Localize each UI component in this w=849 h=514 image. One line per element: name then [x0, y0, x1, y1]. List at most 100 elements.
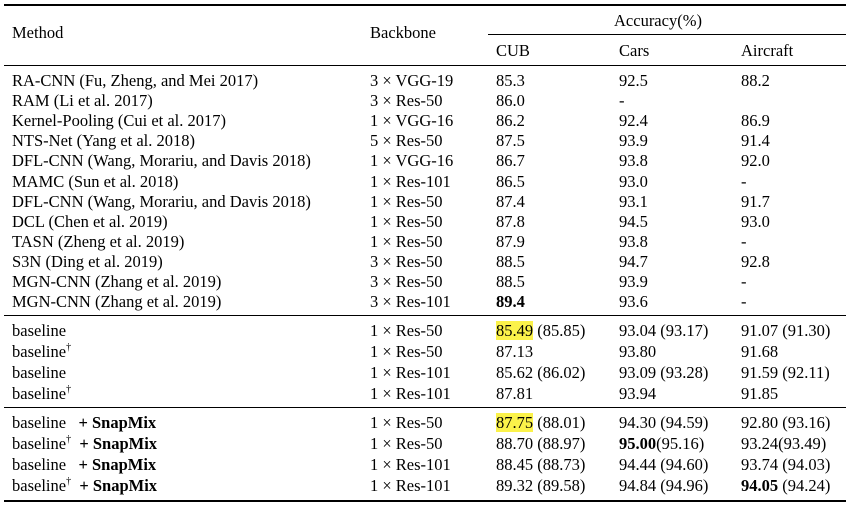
table-row-backbone: 1 × Res-101 — [370, 363, 451, 382]
table-row-backbone: 3 × Res-101 — [370, 292, 451, 311]
table-row-method: S3N (Ding et al. 2019) — [12, 252, 163, 271]
table-row-aircraft: - — [741, 232, 747, 251]
top-rule — [4, 4, 846, 6]
table-row-cub: 85.49 (85.85) — [496, 321, 586, 340]
table-row-cars: 94.44 (94.60) — [619, 455, 709, 474]
accuracy-underline — [488, 34, 846, 35]
table-row-aircraft: 86.9 — [741, 111, 770, 130]
table-row-cub: 85.62 (86.02) — [496, 363, 586, 382]
table-row-backbone: 1 × Res-50 — [370, 342, 443, 361]
bottom-rule — [4, 500, 846, 502]
table-row-aircraft: 92.8 — [741, 252, 770, 271]
table-row-cars: 93.1 — [619, 192, 648, 211]
table-row-backbone: 1 × VGG-16 — [370, 151, 454, 170]
table-row-aircraft: 92.80 (93.16) — [741, 413, 831, 432]
table-row-cub: 87.5 — [496, 131, 525, 150]
table-row-backbone: 1 × Res-50 — [370, 192, 443, 211]
table-row-backbone: 5 × Res-50 — [370, 131, 443, 150]
table-row-cars: 94.30 (94.59) — [619, 413, 709, 432]
header-rule — [4, 65, 846, 66]
table-row-method: MAMC (Sun et al. 2018) — [12, 172, 179, 191]
table-row-backbone: 1 × Res-50 — [370, 321, 443, 340]
table-row-cub: 88.45 (88.73) — [496, 455, 586, 474]
table-row-backbone: 1 × Res-101 — [370, 384, 451, 403]
table-row-cars: 93.04 (93.17) — [619, 321, 709, 340]
table-row-method: Kernel-Pooling (Cui et al. 2017) — [12, 111, 227, 130]
table-row-method: TASN (Zheng et al. 2019) — [12, 232, 185, 251]
table-row-aircraft: 93.0 — [741, 212, 770, 231]
table-row-cub: 88.5 — [496, 252, 525, 271]
table-row-aircraft: 94.05 (94.24) — [741, 476, 831, 495]
table-row-method: baseline + SnapMix — [12, 413, 157, 432]
table-row-cub: 88.70 (88.97) — [496, 434, 586, 453]
table-row-backbone: 1 × Res-101 — [370, 172, 451, 191]
table-row-backbone: 3 × Res-50 — [370, 252, 443, 271]
table-row-method: DCL (Chen et al. 2019) — [12, 212, 168, 231]
table-row-method: baseline — [12, 321, 67, 340]
table-row-cars: 93.6 — [619, 292, 648, 311]
table-row-method: DFL-CNN (Wang, Morariu, and Davis 2018) — [12, 151, 311, 170]
table-row-method: MGN-CNN (Zhang et al. 2019) — [12, 272, 222, 291]
table-row-cars: 93.0 — [619, 172, 648, 191]
table-row-cub: 87.13 — [496, 342, 534, 361]
table-row-aircraft: 91.7 — [741, 192, 770, 211]
table-row-cars: 93.8 — [619, 232, 648, 251]
table-row-cub: 86.7 — [496, 151, 525, 170]
table-row-aircraft: 91.85 — [741, 384, 779, 403]
table-row-cars: 95.00(95.16) — [619, 434, 705, 453]
table-row-cub: 86.5 — [496, 172, 525, 191]
table-row-aircraft: 91.68 — [741, 342, 779, 361]
table-row-aircraft: - — [741, 172, 747, 191]
table-row-backbone: 3 × VGG-19 — [370, 71, 454, 90]
table-row-method: DFL-CNN (Wang, Morariu, and Davis 2018) — [12, 192, 311, 211]
header-backbone: Backbone — [370, 23, 436, 42]
table-row-cars: 94.84 (94.96) — [619, 476, 709, 495]
table-row-aircraft: 93.74 (94.03) — [741, 455, 831, 474]
table-row-cars: 94.5 — [619, 212, 648, 231]
header-cars: Cars — [619, 41, 650, 60]
table-row-cars: 93.94 — [619, 384, 657, 403]
table-row-aircraft: 92.0 — [741, 151, 770, 170]
table-row-cars: 93.9 — [619, 131, 648, 150]
table-row-cars: 93.9 — [619, 272, 648, 291]
table-row-cub: 87.81 — [496, 384, 534, 403]
table-row-method: RA-CNN (Fu, Zheng, and Mei 2017) — [12, 71, 259, 90]
table-row-method: NTS-Net (Yang et al. 2018) — [12, 131, 196, 150]
table-row-backbone: 1 × Res-50 — [370, 232, 443, 251]
table-row-aircraft: - — [741, 292, 747, 311]
header-accuracy: Accuracy(%) — [614, 11, 702, 30]
table-row-cub: 85.3 — [496, 71, 525, 90]
table-row-cub: 87.9 — [496, 232, 525, 251]
table-row-backbone: 1 × VGG-16 — [370, 111, 454, 130]
table-row-aircraft: 93.24(93.49) — [741, 434, 827, 453]
table-row-backbone: 1 × Res-50 — [370, 413, 443, 432]
table-row-aircraft: 91.59 (92.11) — [741, 363, 830, 382]
header-cub: CUB — [496, 41, 530, 60]
table-row-method: baseline† + SnapMix — [12, 433, 158, 453]
table-row-cars: 93.8 — [619, 151, 648, 170]
table-row-backbone: 3 × Res-50 — [370, 272, 443, 291]
table-row-method: RAM (Li et al. 2017) — [12, 91, 153, 110]
table-row-cub: 88.5 — [496, 272, 525, 291]
table-row-cars: 92.5 — [619, 71, 648, 90]
table-row-method: baseline† — [12, 383, 72, 403]
table-row-cars: - — [619, 91, 625, 110]
group2-rule — [4, 407, 846, 408]
table-row-backbone: 1 × Res-50 — [370, 434, 443, 453]
table-row-cub: 87.4 — [496, 192, 525, 211]
table-row-backbone: 1 × Res-50 — [370, 212, 443, 231]
table-row-backbone: 1 × Res-101 — [370, 476, 451, 495]
table-row-cub: 89.4 — [496, 292, 525, 311]
table-row-aircraft: - — [741, 272, 747, 291]
table-row-backbone: 3 × Res-50 — [370, 91, 443, 110]
table-row-aircraft: 88.2 — [741, 71, 770, 90]
highlight-mark: 87.75 — [496, 413, 534, 432]
table-row-aircraft: 91.4 — [741, 131, 770, 150]
table-row-aircraft: 91.07 (91.30) — [741, 321, 831, 340]
highlight-mark: 85.49 — [496, 321, 534, 340]
table-row-cars: 93.09 (93.28) — [619, 363, 709, 382]
header-method: Method — [12, 23, 64, 42]
table-row-cars: 94.7 — [619, 252, 648, 271]
table-row-method: baseline† — [12, 341, 72, 361]
table-row-cars: 92.4 — [619, 111, 648, 130]
